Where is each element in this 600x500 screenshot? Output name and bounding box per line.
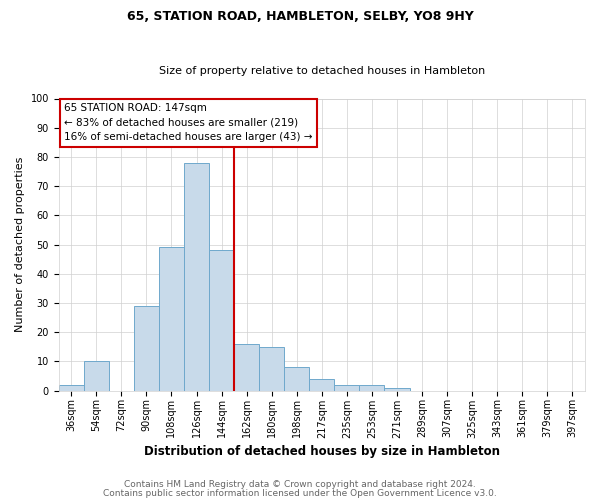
Text: 65 STATION ROAD: 147sqm
← 83% of detached houses are smaller (219)
16% of semi-d: 65 STATION ROAD: 147sqm ← 83% of detache… (64, 103, 313, 142)
Text: 65, STATION ROAD, HAMBLETON, SELBY, YO8 9HY: 65, STATION ROAD, HAMBLETON, SELBY, YO8 … (127, 10, 473, 23)
X-axis label: Distribution of detached houses by size in Hambleton: Distribution of detached houses by size … (144, 444, 500, 458)
Text: Contains public sector information licensed under the Open Government Licence v3: Contains public sector information licen… (103, 489, 497, 498)
Bar (334, 384, 359, 390)
Text: Contains HM Land Registry data © Crown copyright and database right 2024.: Contains HM Land Registry data © Crown c… (124, 480, 476, 489)
Bar (84, 362, 109, 390)
Bar (284, 367, 309, 390)
Bar (59, 384, 84, 390)
Title: Size of property relative to detached houses in Hambleton: Size of property relative to detached ho… (159, 66, 485, 76)
Bar (184, 162, 209, 390)
Bar (159, 248, 184, 390)
Bar (385, 388, 410, 390)
Bar (359, 384, 385, 390)
Bar (234, 344, 259, 391)
Y-axis label: Number of detached properties: Number of detached properties (15, 157, 25, 332)
Bar (134, 306, 159, 390)
Bar (209, 250, 234, 390)
Bar (309, 379, 334, 390)
Bar (259, 346, 284, 391)
